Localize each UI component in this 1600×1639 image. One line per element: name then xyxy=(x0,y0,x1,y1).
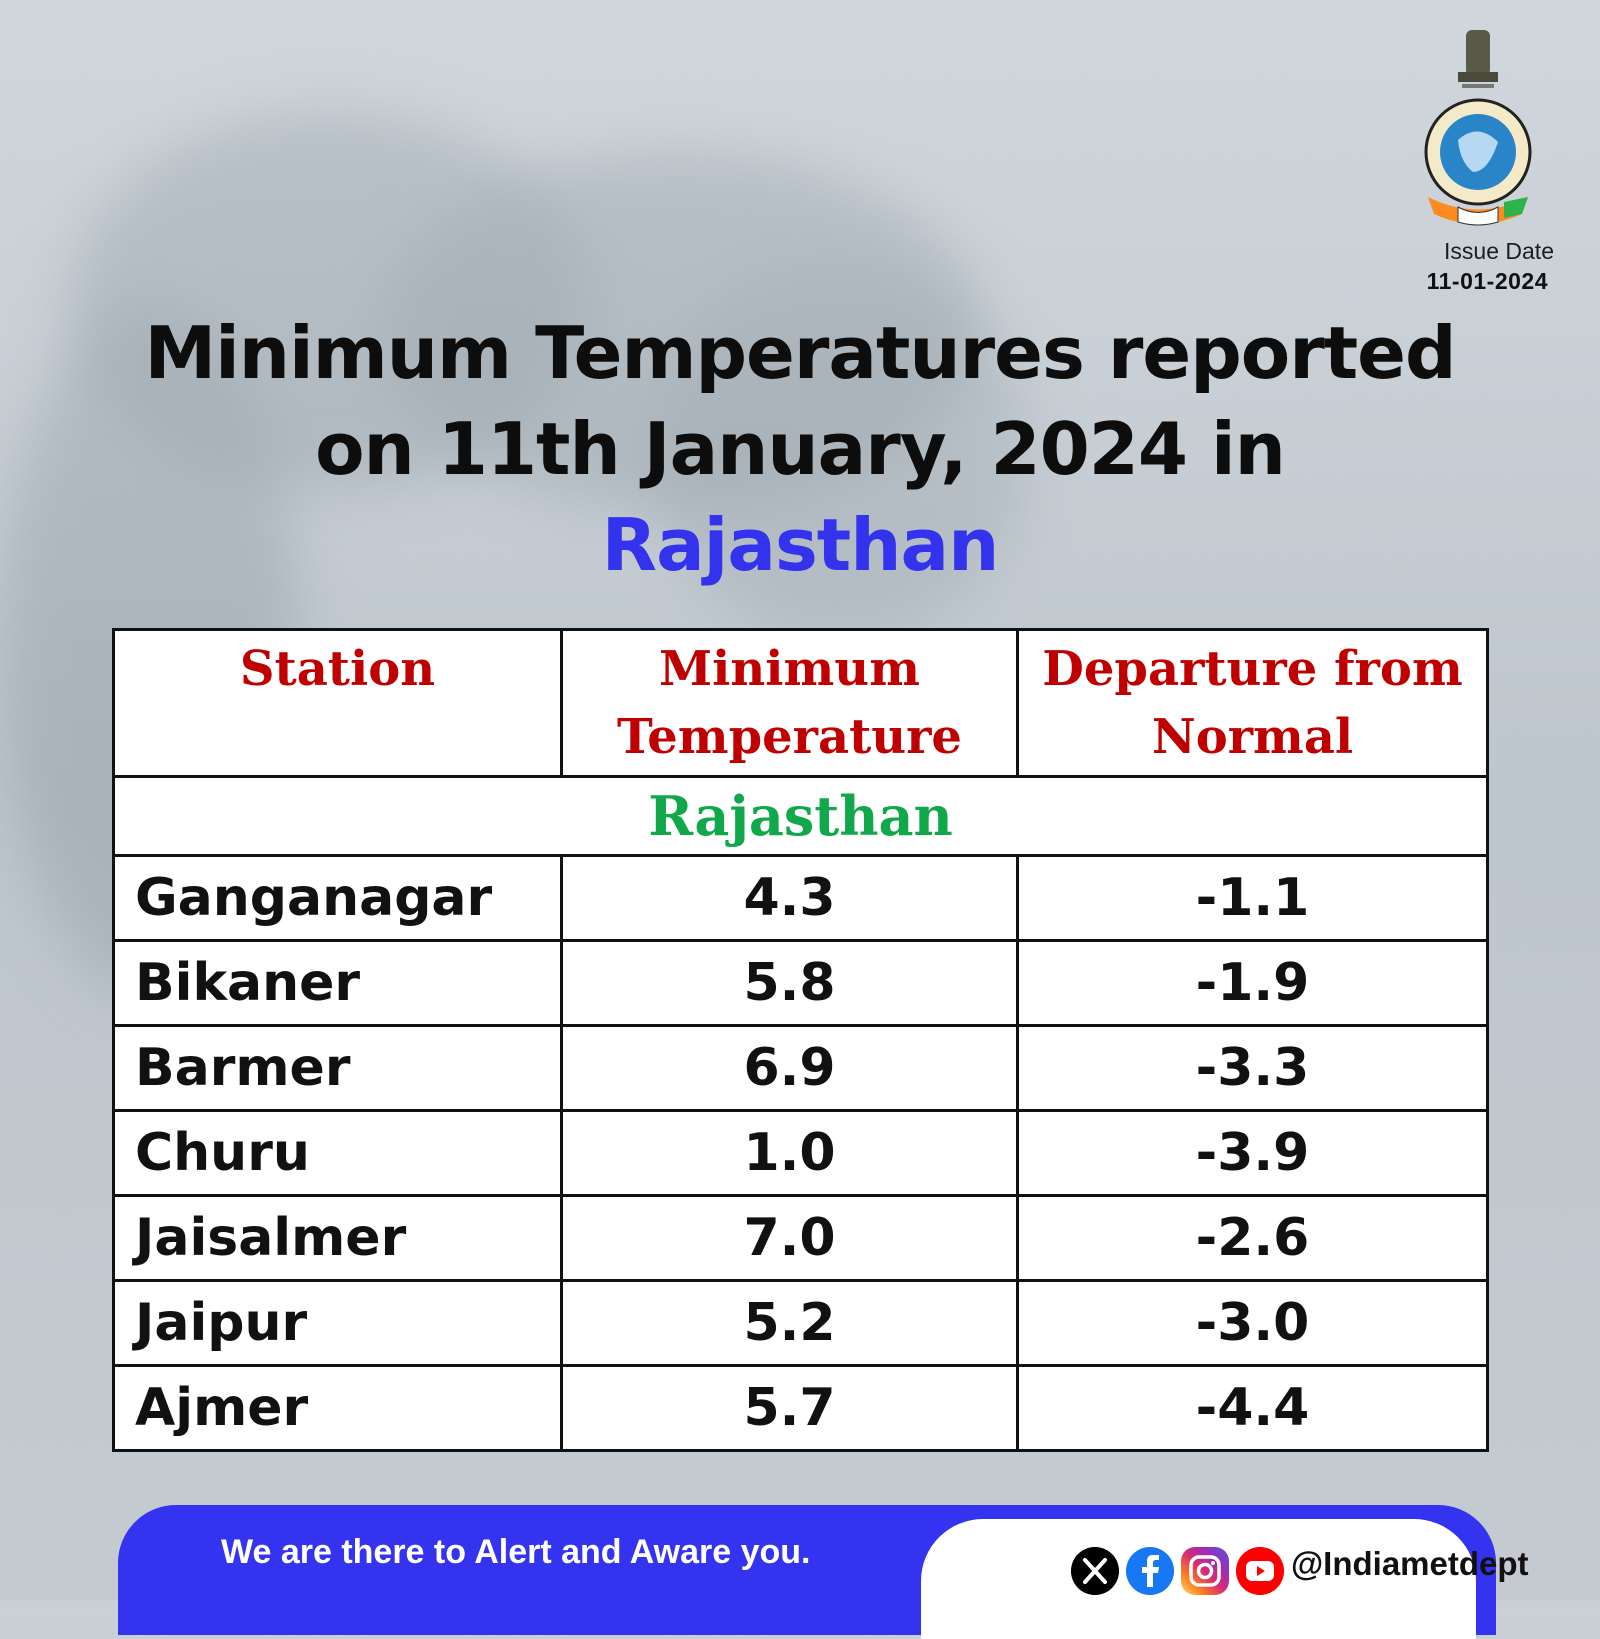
social-handle[interactable]: @Indiametdept xyxy=(1291,1545,1529,1582)
table-row: Jaipur 5.2 -3.0 xyxy=(112,1279,1489,1367)
table-row: Barmer 6.9 -3.3 xyxy=(112,1024,1489,1112)
title-state: Rajasthan xyxy=(601,503,1000,587)
table-header-row: Station Minimum Temperature Departure fr… xyxy=(112,628,1489,778)
title-line-1: Minimum Temperatures reported xyxy=(144,311,1456,395)
table-row: Jaisalmer 7.0 -2.6 xyxy=(112,1194,1489,1282)
station-cell: Churu xyxy=(112,1109,563,1197)
table-row: Churu 1.0 -3.9 xyxy=(112,1109,1489,1197)
min-temp-cell: 5.2 xyxy=(560,1279,1019,1367)
table-row: Ganganagar 4.3 -1.1 xyxy=(112,854,1489,942)
tree-silhouette xyxy=(650,260,1030,640)
column-header-station: Station xyxy=(112,628,563,778)
min-temp-cell: 1.0 xyxy=(560,1109,1019,1197)
column-header-min-temp: Minimum Temperature xyxy=(560,628,1019,778)
min-temp-cell: 7.0 xyxy=(560,1194,1019,1282)
station-cell: Ajmer xyxy=(112,1364,563,1452)
station-cell: Jaipur xyxy=(112,1279,563,1367)
min-temp-cell: 5.7 xyxy=(560,1364,1019,1452)
departure-cell: -3.0 xyxy=(1016,1279,1489,1367)
table-row: Ajmer 5.7 -4.4 xyxy=(112,1364,1489,1452)
station-cell: Bikaner xyxy=(112,939,563,1027)
min-temp-cell: 6.9 xyxy=(560,1024,1019,1112)
tree-silhouette xyxy=(380,150,980,510)
issue-date-label: Issue Date xyxy=(1444,238,1554,264)
issue-date-value: 11-01-2024 xyxy=(1426,268,1548,294)
footer-tagline: We are there to Alert and Aware you. xyxy=(221,1533,811,1571)
table-row: Bikaner 5.8 -1.9 xyxy=(112,939,1489,1027)
min-temp-cell: 4.3 xyxy=(560,854,1019,942)
departure-cell: -4.4 xyxy=(1016,1364,1489,1452)
station-cell: Jaisalmer xyxy=(112,1194,563,1282)
section-label: Rajasthan xyxy=(112,775,1489,857)
departure-cell: -3.3 xyxy=(1016,1024,1489,1112)
title-line-2: on 11th January, 2024 in xyxy=(315,407,1286,491)
departure-cell: -1.1 xyxy=(1016,854,1489,942)
facebook-icon[interactable] xyxy=(1126,1547,1174,1595)
temperature-table: Station Minimum Temperature Departure fr… xyxy=(112,628,1489,1452)
youtube-icon[interactable] xyxy=(1236,1547,1284,1595)
imd-emblem-logo xyxy=(1424,30,1532,226)
social-bar: @Indiametdept xyxy=(921,1519,1529,1639)
station-cell: Ganganagar xyxy=(112,854,563,942)
min-temp-cell: 5.8 xyxy=(560,939,1019,1027)
departure-cell: -1.9 xyxy=(1016,939,1489,1027)
departure-cell: -3.9 xyxy=(1016,1109,1489,1197)
station-cell: Barmer xyxy=(112,1024,563,1112)
column-header-departure: Departure from Normal xyxy=(1016,628,1489,778)
footer-banner: We are there to Alert and Aware you. @In… xyxy=(118,1505,1529,1639)
instagram-icon[interactable] xyxy=(1181,1547,1229,1595)
departure-cell: -2.6 xyxy=(1016,1194,1489,1282)
x-icon[interactable] xyxy=(1071,1547,1119,1595)
page-title: Minimum Temperatures reported on 11th Ja… xyxy=(0,305,1600,593)
table-section-row: Rajasthan xyxy=(112,775,1489,857)
